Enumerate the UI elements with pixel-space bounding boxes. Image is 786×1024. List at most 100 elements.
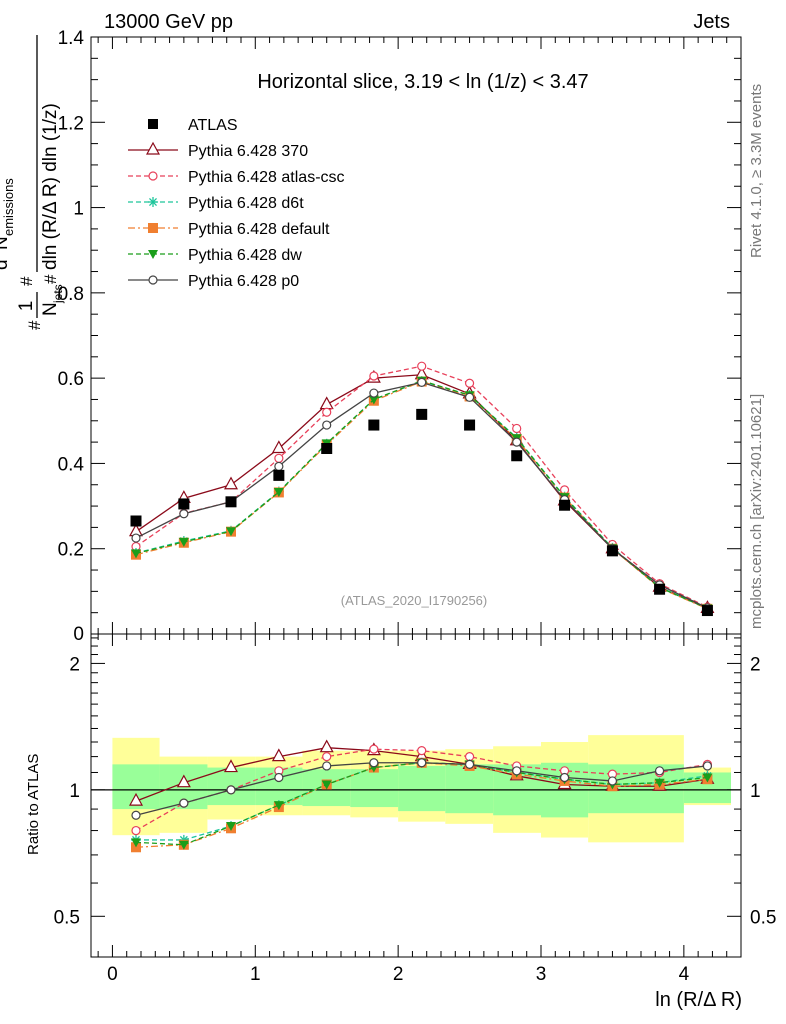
ratio-point-5 [369,758,379,768]
legend-label: Pythia 6.428 d6t [188,195,304,212]
y-tick-label: 1.2 [58,113,84,134]
series-point-4 [131,549,141,559]
ratio-point-1 [417,746,427,756]
ylabel-hash: # [25,320,44,330]
legend-label: Pythia 6.428 atlas-csc [188,169,345,186]
y-tick-label: 1.4 [58,28,85,49]
plot-title: Horizontal slice, 3.19 < ln (1/z) < 3.47 [257,71,588,93]
legend: ATLAS Pythia 6.428 370 Pythia 6.428 atlas-… [128,117,345,290]
ratio-point-4 [178,840,189,850]
ratio-point-5 [322,761,332,771]
legend-marker [148,171,158,181]
x-axis-label: ln (R/Δ R) [655,989,742,1011]
legend-marker [148,250,158,259]
x-tick-label: 2 [393,964,404,985]
atlas-point [606,545,618,557]
legend-label: Pythia 6.428 p0 [188,273,299,290]
ratio-y-tick-label-right: 1 [750,781,761,802]
ylabel-njets: N [40,302,61,316]
legend-marker-arm [149,198,157,206]
main-y-label: # 1 N jets # d 2 N emissions # dln (R/Δ … [0,35,65,330]
ratio-point-5 [131,810,141,820]
ylabel-one: 1 [16,301,37,312]
ylabel-hash2: # [17,276,36,286]
ratio-point-4 [131,838,141,848]
series-point-1 [512,423,522,434]
x-tick-label: 1 [250,964,261,985]
ratio-point-4 [226,822,236,832]
ratio-point-1 [369,744,379,754]
series-point-1 [464,378,475,388]
legend-label: Pythia 6.428 dw [188,247,302,264]
ratio-y-tick-label-right: 2 [750,654,761,675]
legend-marker [148,223,158,233]
ratio-y-label: Ratio to ATLAS [25,754,42,855]
series-point-1 [417,361,427,371]
y-tick-label: 0.4 [58,454,85,475]
ratio-y-tick-label: 0.5 [54,907,80,928]
ylabel-nemis-sub: emissions [1,178,16,236]
ratio-point-5 [417,758,427,768]
atlas-point [368,419,380,431]
series-point-1 [322,407,332,417]
ylabel-njets-sub: jets [51,284,65,304]
ratio-point-5 [559,772,570,783]
ratio-point-5 [607,776,618,786]
y-tick-label: 0.6 [58,369,84,390]
y-zero-label: 0 [73,624,84,645]
y-tick-label: 1 [73,199,84,220]
atlas-point [511,450,523,462]
series-point-1 [274,453,284,463]
series-point-5 [512,437,522,447]
legend-marker [148,275,158,285]
green-band-bin [445,764,494,814]
series-point-5 [417,377,427,388]
legend-label: ATLAS [188,117,238,134]
atlas-point [416,408,428,420]
series-point-5 [369,388,379,398]
ratio-point-5 [654,766,665,776]
series-point-4 [368,395,379,405]
ratio-y-tick-label-right: 0.5 [750,907,776,928]
legend-label: Pythia 6.428 default [188,221,330,238]
ratio-point-0 [319,739,334,753]
ratio-point-0 [176,774,191,788]
ylabel-hash3: # [41,274,60,284]
ylabel-d2-sup: 2 [0,252,2,259]
atlas-point [654,583,666,595]
ylabel-nemis: N [0,236,12,250]
ratio-point-5 [179,798,189,808]
mcplots-label: mcplots.cern.ch [arXiv:2401.10621] [748,394,765,629]
series-point-4 [226,527,236,537]
ratio-point-5 [274,772,284,783]
ratio-point-4 [702,773,713,783]
legend-marker [145,141,161,155]
green-band-bin [350,769,399,808]
legend-marker [148,119,158,129]
axes: 0 1 2 3 4 0.2 0.4 0.6 0.8 1 1.2 1.4 0 0.5 0.5 1 1 2 2 [54,28,777,985]
ratio-point-4 [321,780,332,790]
series-point-5 [131,533,141,543]
atlas-point [321,443,333,455]
ratio-series [128,739,715,853]
atlas-point [273,469,285,481]
ratio-point-5 [226,785,236,795]
header-right: Jets [693,11,730,33]
series-point-0 [223,476,239,490]
atlas-point [130,515,142,527]
x-tick-label: 0 [107,964,118,985]
atlas-point [225,496,237,508]
series-point-5 [179,509,189,519]
ratio-frame [90,633,742,958]
ratio-point-4 [654,778,665,788]
y-tick-label: 0.8 [58,284,84,305]
legend-marker [148,197,158,207]
series-point-4 [178,537,189,547]
atlas-point [464,419,476,431]
ratio-point-0 [223,759,239,773]
ratio-point-4 [273,801,284,811]
ylabel-denominator: dln (R/Δ R) dln (1/z) [40,103,61,270]
series-point-0 [271,440,286,454]
atlas-point [178,498,190,510]
